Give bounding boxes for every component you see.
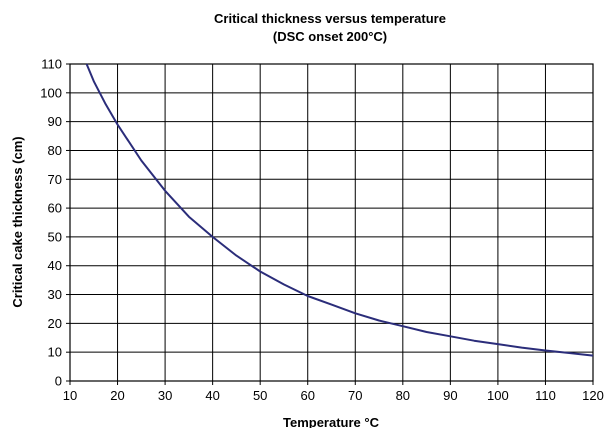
- y-tick-label: 90: [48, 114, 62, 129]
- y-tick-label: 50: [48, 229, 62, 244]
- series-line: [85, 63, 594, 357]
- y-tick-label: 10: [48, 345, 62, 360]
- series-layer: [85, 63, 594, 357]
- chart-subtitle: (DSC onset 200°C): [273, 29, 387, 44]
- y-tick-label: 20: [48, 316, 62, 331]
- y-tick-label: 40: [48, 258, 62, 273]
- x-tick-label: 90: [443, 388, 457, 403]
- tick-labels: 10 20 30 40 50 60 70 80 90 100 110 1200102030405060…: [40, 57, 604, 404]
- x-tick-label: 120: [582, 388, 604, 403]
- x-tick-label: 110: [535, 388, 556, 403]
- x-axis-label: Temperature °C: [283, 415, 380, 428]
- y-tick-label: 0: [55, 374, 62, 389]
- grid: [69, 63, 594, 382]
- x-tick-label: 30: [158, 388, 172, 403]
- chart-title: Critical thickness versus temperature: [214, 11, 446, 26]
- plot-frame: [69, 63, 594, 382]
- y-tick-label: 60: [48, 201, 62, 216]
- x-tick-label: 50: [253, 388, 267, 403]
- x-tick-label: 70: [348, 388, 362, 403]
- axes: [66, 63, 594, 385]
- x-tick-label: 80: [396, 388, 410, 403]
- y-tick-label: 30: [48, 287, 62, 302]
- x-tick-label: 60: [300, 388, 314, 403]
- y-axis-label: Critical cake thickness (cm): [10, 136, 25, 307]
- x-tick-label: 10: [63, 388, 77, 403]
- y-tick-label: 80: [48, 143, 62, 158]
- y-tick-label: 70: [48, 172, 62, 187]
- x-tick-label: 20: [110, 388, 124, 403]
- x-tick-label: 100: [487, 388, 509, 403]
- y-tick-label: 110: [41, 57, 62, 72]
- x-tick-label: 40: [205, 388, 219, 403]
- y-tick-label: 100: [40, 85, 62, 100]
